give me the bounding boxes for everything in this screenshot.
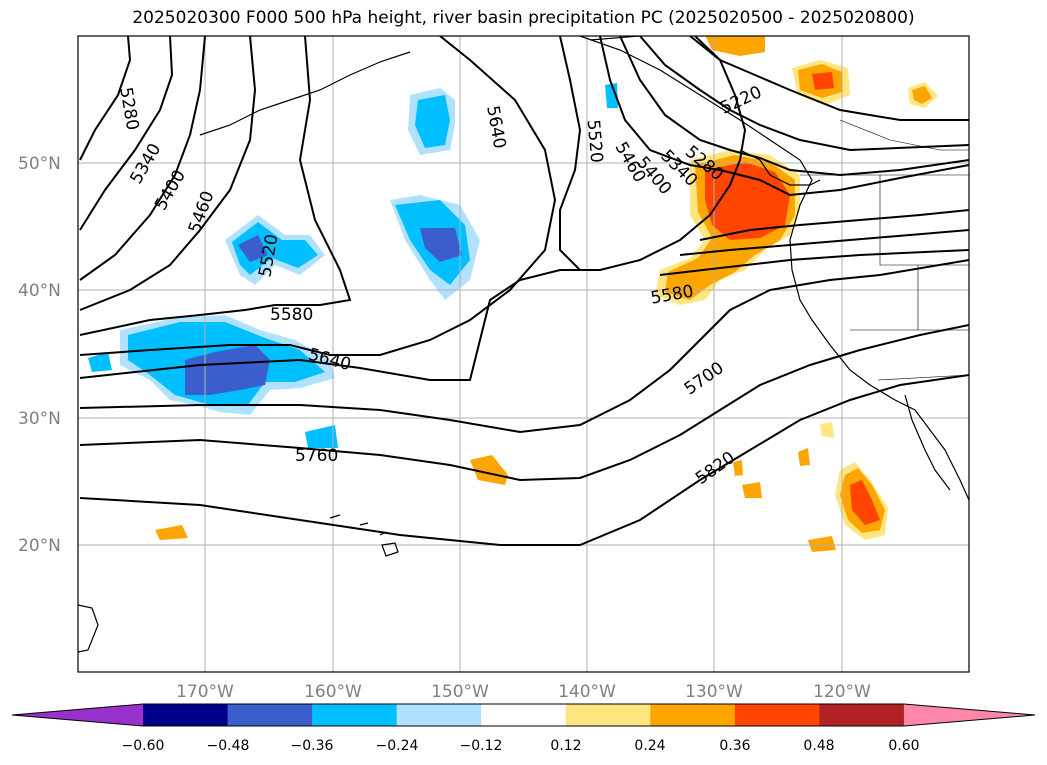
colorbar-extend-min [12,704,143,726]
lat-label-40n: 40°N [18,281,61,301]
contour-label: 5760 [295,446,338,466]
lon-label-160w: 160°W [304,682,362,702]
longitude-labels: 170°W 160°W 150°W 140°W 130°W 120°W [176,682,871,702]
colorbar-swatch [481,704,567,726]
colorbar-tick: −0.36 [291,738,334,754]
colorbar-tick: 0.60 [888,738,919,754]
lat-label-20n: 20°N [18,536,61,556]
colorbar-tick: 0.24 [634,738,665,754]
colorbar-tick: 0.12 [550,738,581,754]
lon-label-150w: 150°W [431,682,489,702]
colorbar-tick: 0.48 [803,738,834,754]
colorbar-outline [11,703,1036,727]
lon-label-140w: 140°W [558,682,616,702]
latitude-labels: 50°N 40°N 30°N 20°N [18,154,61,556]
colorbar-tick: 0.36 [719,738,750,754]
colorbar-swatch [143,704,229,726]
colorbar [11,703,1036,727]
colorbar-ticks: −0.60 −0.48 −0.36 −0.24 −0.12 0.12 0.24 … [122,738,920,754]
colorbar-swatch [565,704,651,726]
lon-label-120w: 120°W [813,682,871,702]
colorbar-extend-max [903,704,1035,726]
height-contours [79,36,969,546]
contour-label: 5520 [583,119,607,164]
colorbar-tick: −0.12 [460,738,503,754]
colorbar-tick: −0.48 [207,738,250,754]
lon-label-170w: 170°W [176,682,234,702]
colorbar-tick: −0.60 [122,738,165,754]
colorbar-swatch [819,704,905,726]
colorbar-swatch [734,704,820,726]
positive-precip-shading [155,36,938,552]
colorbar-swatch [650,704,736,726]
lat-label-50n: 50°N [18,154,61,174]
map-title: 2025020300 F000 500 hPa height, river ba… [132,8,915,28]
colorbar-swatch [312,704,398,726]
graticule [78,36,969,672]
lat-label-30n: 30°N [18,409,61,429]
lon-label-130w: 130°W [685,682,743,702]
map-border [77,35,970,673]
colorbar-swatch [396,704,482,726]
colorbar-tick: −0.24 [376,738,419,754]
contour-label: 5580 [270,305,313,325]
colorbar-swatch [227,704,313,726]
